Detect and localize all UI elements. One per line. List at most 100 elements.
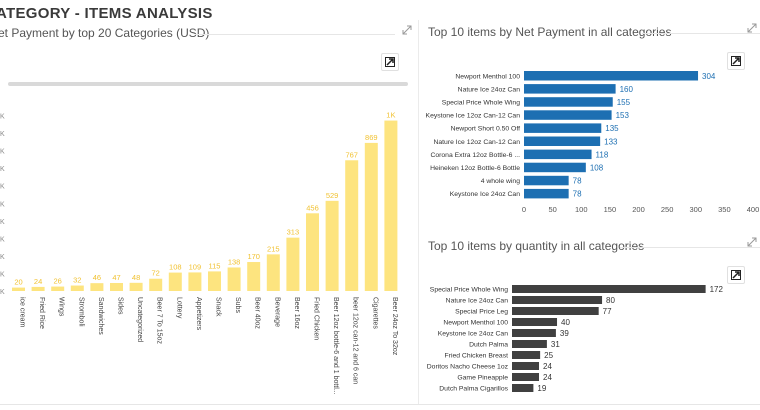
- y-axis-tick-label: Heineken 12oz Bottle-6 Bottle: [430, 165, 520, 172]
- bar: [345, 160, 359, 291]
- y-axis-tick-label: Nature Ice 24oz Can: [458, 86, 521, 93]
- data-label: 529: [326, 191, 339, 200]
- bar: [188, 272, 202, 291]
- focus-mode-button[interactable]: [381, 53, 399, 71]
- bar: [524, 97, 613, 107]
- x-axis-tick-label: 300: [689, 205, 702, 214]
- x-axis-tick-label: Sides: [117, 297, 124, 315]
- x-axis-tick-label: Cigarettes: [371, 297, 378, 329]
- data-label: 118: [596, 150, 609, 159]
- y-axis-tick-label: Special Price Whole Wing: [430, 287, 508, 294]
- data-label: 767: [345, 150, 358, 159]
- bar: [110, 282, 123, 291]
- data-label: 133: [604, 137, 618, 146]
- bar: [31, 286, 45, 291]
- bar: [512, 340, 547, 348]
- bar: [51, 286, 65, 291]
- data-label: 48: [132, 273, 140, 282]
- data-label: 456: [306, 203, 319, 212]
- bar: [266, 254, 280, 291]
- x-axis-tick-label: Stromboli: [77, 297, 84, 327]
- bar: [70, 285, 84, 291]
- y-axis-tick-fragment: K: [0, 236, 5, 243]
- bar: [149, 278, 163, 291]
- data-label: 39: [560, 329, 569, 338]
- y-axis-tick-label: 4 whole wing: [481, 178, 521, 185]
- y-axis-tick-label: Doritos Nacho Cheese 1oz: [427, 364, 509, 371]
- bar: [524, 84, 616, 94]
- top-right-title-divider: [642, 33, 760, 34]
- expand-icon[interactable]: [747, 234, 757, 247]
- y-axis-tick-fragment: K: [0, 184, 5, 191]
- data-label: 115: [209, 261, 221, 270]
- y-axis-tick-label: Game Pineapple: [457, 375, 508, 382]
- x-axis-tick-label: 150: [604, 205, 617, 214]
- x-axis-tick-label: Lottery: [175, 297, 182, 319]
- y-axis-tick-label: Corona Extra 12oz Bottle-6 ...: [430, 152, 520, 159]
- x-axis-tick-label: Snack: [215, 297, 222, 317]
- left-title-divider: [195, 34, 395, 35]
- expand-icon[interactable]: [747, 20, 757, 33]
- x-axis-tick-label: Sandwiches: [97, 297, 104, 335]
- x-axis-tick-label: 50: [548, 205, 556, 214]
- expand-icon[interactable]: [402, 22, 412, 35]
- bar: [512, 329, 556, 337]
- focus-mode-icon: [385, 57, 395, 67]
- y-axis-tick-fragment: K: [0, 131, 5, 138]
- data-label: 138: [228, 257, 241, 266]
- bar: [524, 71, 699, 81]
- data-label: 78: [573, 190, 582, 199]
- bottom-right-bar-chart: Special Price Whole Wing 172 Nature Ice 24…: [427, 285, 724, 393]
- data-label: 77: [603, 307, 612, 316]
- data-label: 72: [152, 269, 160, 278]
- data-label: 108: [590, 163, 604, 172]
- left-chart-title: et Payment by top 20 Categories (USD): [0, 26, 210, 40]
- x-axis-tick-label: 200: [632, 205, 645, 214]
- x-axis-tick-label: Beer 40oz: [254, 297, 261, 329]
- horizontal-scrollbar[interactable]: [8, 82, 408, 86]
- y-axis-tick-label: Dutch Palma Cigarillos: [439, 386, 508, 393]
- x-axis-tick-label: Wings: [58, 297, 65, 317]
- bar: [512, 351, 541, 359]
- bar: [512, 373, 540, 381]
- y-axis-tick-fragment: K: [0, 219, 5, 226]
- bar: [524, 188, 569, 199]
- focus-mode-icon: [731, 270, 741, 280]
- bar: [384, 120, 398, 291]
- bar: [512, 307, 599, 315]
- data-label: 80: [606, 296, 615, 305]
- bar: [247, 262, 261, 291]
- panel-divider: [418, 20, 419, 405]
- data-label: 32: [73, 276, 81, 285]
- y-axis-tick-fragment: K: [0, 271, 5, 278]
- x-axis-tick-label: 250: [661, 205, 674, 214]
- bar: [512, 384, 534, 392]
- x-axis-tick-label: Beer 24oz To 32oz: [391, 297, 398, 356]
- y-axis-tick-label: Newport Menthol 100: [455, 73, 520, 80]
- bar: [512, 285, 706, 293]
- bar: [364, 142, 378, 291]
- top-right-bar-chart: Newport Menthol 100 304 Nature Ice 24oz Ca…: [426, 71, 759, 214]
- top-right-chart-title: Top 10 items by Net Payment in all categ…: [428, 25, 672, 39]
- data-label: 46: [93, 273, 101, 282]
- x-axis-tick-label: 0: [522, 205, 526, 214]
- left-bar-chart: K K K K K K K K K K K 20 ice cream 24 Fried Rice 26 Wing…: [0, 111, 398, 395]
- y-axis-tick-fragment: K: [0, 201, 5, 208]
- data-label: 24: [34, 277, 42, 286]
- y-axis-tick-label: Keystone Ice 24oz Can: [438, 331, 508, 338]
- x-axis-tick-label: Uncategorized: [136, 297, 143, 342]
- x-axis-tick-label: beer 12oz can-12 and 6 can: [352, 297, 359, 384]
- y-axis-tick-fragment: K: [0, 114, 5, 121]
- focus-mode-button[interactable]: [727, 52, 745, 70]
- bar: [524, 175, 569, 186]
- focus-mode-button[interactable]: [727, 266, 745, 284]
- x-axis-tick-label: Fried Rice: [38, 297, 45, 329]
- bar: [524, 149, 592, 160]
- x-axis-tick-label: Beer 7 To 15oz: [156, 297, 163, 344]
- x-axis-tick-label: Beer 16oz: [293, 297, 300, 329]
- bar: [524, 110, 612, 120]
- x-axis-tick-label: 100: [575, 205, 588, 214]
- data-label: 215: [267, 244, 280, 253]
- data-label: 170: [247, 252, 260, 261]
- bar: [524, 123, 602, 133]
